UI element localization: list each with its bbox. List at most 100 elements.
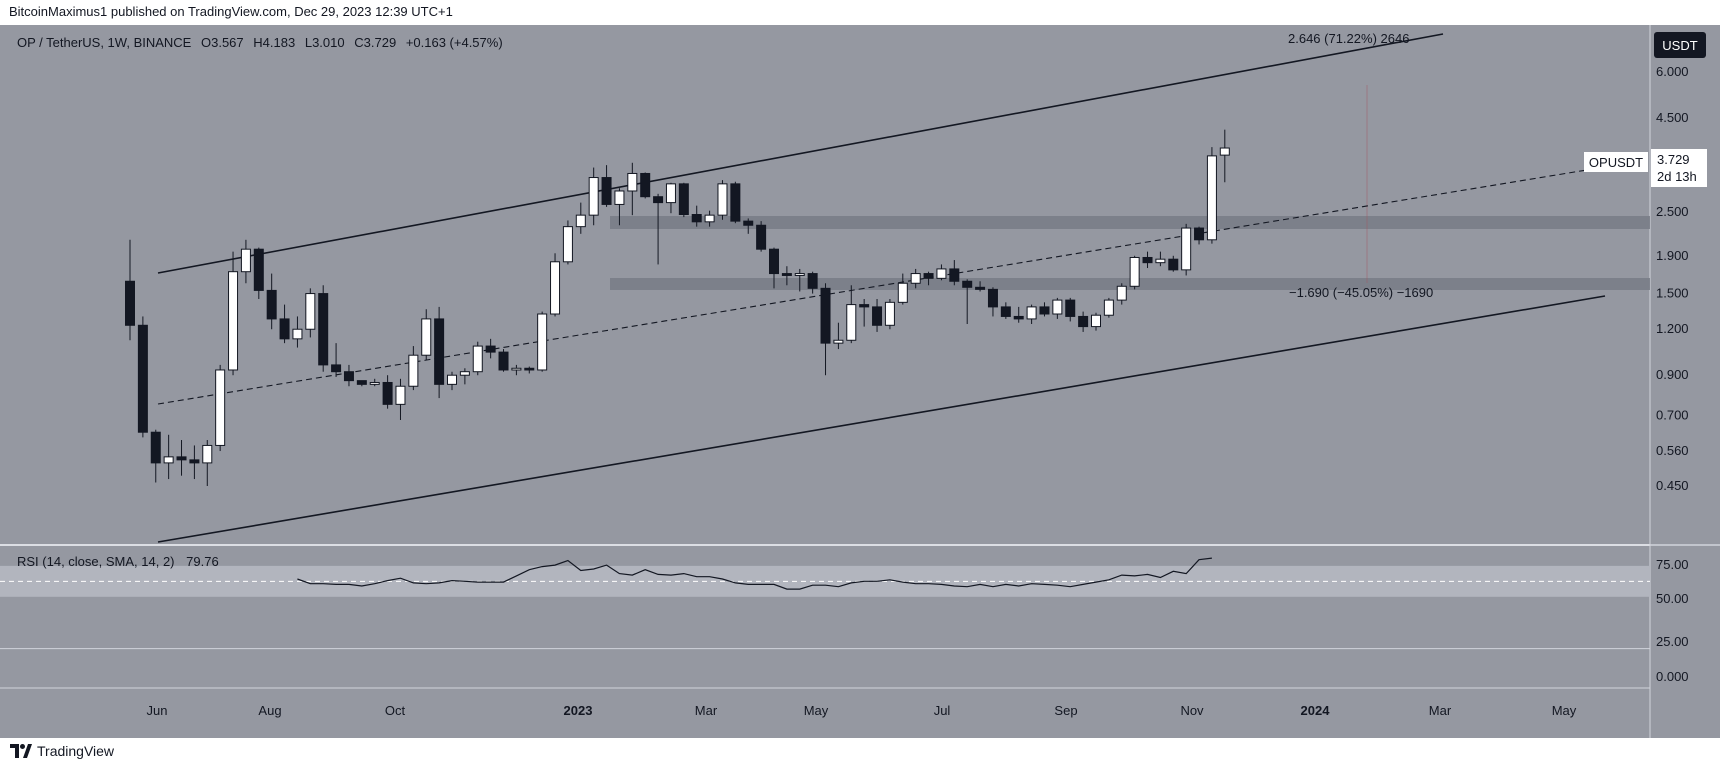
candle[interactable] [202,440,213,486]
candle[interactable] [872,298,883,332]
candle[interactable] [962,279,973,324]
candle[interactable] [859,298,870,327]
candle[interactable] [1026,304,1037,324]
candle[interactable] [743,218,754,234]
candle[interactable] [318,285,329,372]
candle[interactable] [356,380,367,387]
candle[interactable] [498,349,509,372]
candle[interactable] [472,341,483,376]
candle[interactable] [1116,283,1127,305]
candle[interactable] [717,180,728,220]
candle[interactable] [807,271,818,294]
candle[interactable] [562,220,573,265]
candle[interactable] [485,338,496,359]
candle[interactable] [1103,297,1114,318]
rsi-line[interactable] [297,557,1212,590]
candle[interactable] [176,440,187,476]
candle[interactable] [163,434,174,480]
candle[interactable] [769,247,779,289]
candle[interactable] [1181,223,1192,276]
candle[interactable] [447,371,457,391]
candle[interactable] [511,364,522,376]
candle[interactable] [601,165,612,207]
candle[interactable] [459,368,470,385]
candle[interactable] [923,271,934,286]
candle[interactable] [781,266,792,286]
candle[interactable] [266,273,277,330]
candle[interactable] [678,182,689,218]
candle[interactable] [331,343,342,378]
candle[interactable] [833,322,844,350]
candle[interactable] [1142,251,1153,269]
candle[interactable] [756,221,767,252]
candle[interactable] [150,429,161,483]
candle[interactable] [588,167,599,226]
candle[interactable] [1155,251,1166,267]
candle[interactable] [949,260,960,286]
candle[interactable] [537,311,548,372]
candle[interactable] [640,172,651,199]
candle[interactable] [1091,312,1101,331]
candle[interactable] [1065,297,1076,322]
candle[interactable] [369,378,380,387]
candle[interactable] [910,268,921,289]
candle[interactable] [240,239,251,284]
candle[interactable] [987,287,998,317]
candle[interactable] [820,283,831,376]
candle[interactable] [524,366,535,374]
candle[interactable] [125,239,135,341]
candle[interactable] [691,205,702,227]
candle[interactable] [434,306,445,399]
candle[interactable] [1013,306,1024,323]
candle[interactable] [884,298,895,330]
tradingview-logo[interactable]: TradingView [10,743,114,759]
candle[interactable] [279,304,290,344]
candle[interactable] [794,268,805,292]
candle[interactable] [1219,129,1230,183]
candle[interactable] [665,182,676,214]
candle[interactable] [137,316,148,438]
candle[interactable] [305,288,316,338]
candle[interactable] [730,181,741,224]
candle[interactable] [627,162,638,216]
price-tag[interactable]: OPUSDT 3.729 2d 13h [1584,149,1707,187]
symbol-legend[interactable]: OP / TetherUS, 1W, BINANCE O3.567 H4.183… [17,35,503,50]
candle[interactable] [614,188,625,226]
candle[interactable] [253,247,264,299]
candle[interactable] [215,364,226,452]
channel-upper-line[interactable] [157,33,1444,274]
candle-body-up [1219,147,1230,156]
candle[interactable] [1000,302,1011,319]
change-value: +0.163 (+4.57%) [406,35,503,50]
candle[interactable] [846,285,857,344]
candle[interactable] [1129,255,1140,290]
channel-midline[interactable] [157,166,1606,405]
candle[interactable] [1039,302,1050,317]
candle[interactable] [575,202,586,234]
candle[interactable] [1052,297,1063,319]
candle-body-down [485,345,496,353]
candle[interactable] [292,316,303,348]
candle[interactable] [395,378,406,421]
candle[interactable] [1206,147,1217,244]
candle[interactable] [704,210,715,227]
candle[interactable] [550,253,561,317]
candle[interactable] [936,264,947,281]
candle[interactable] [1194,226,1205,245]
candle[interactable] [1078,311,1089,332]
candle[interactable] [382,375,393,409]
channel-lower-line[interactable] [157,295,1606,543]
candle[interactable] [189,445,200,480]
currency-button[interactable]: USDT [1654,32,1706,58]
rsi-legend[interactable]: RSI (14, close, SMA, 14, 2) 79.76 [17,554,219,569]
candle[interactable] [1168,255,1179,272]
candle[interactable] [897,273,908,305]
candle[interactable] [653,193,664,265]
candle[interactable] [343,364,354,387]
candle-body-down [382,381,393,405]
candle[interactable] [421,309,432,360]
candle[interactable] [228,251,239,376]
candle[interactable] [975,281,986,292]
candle[interactable] [408,346,419,391]
chart-area[interactable]: 6.0004.5003.5002.5001.9001.5001.2000.900… [0,25,1720,738]
